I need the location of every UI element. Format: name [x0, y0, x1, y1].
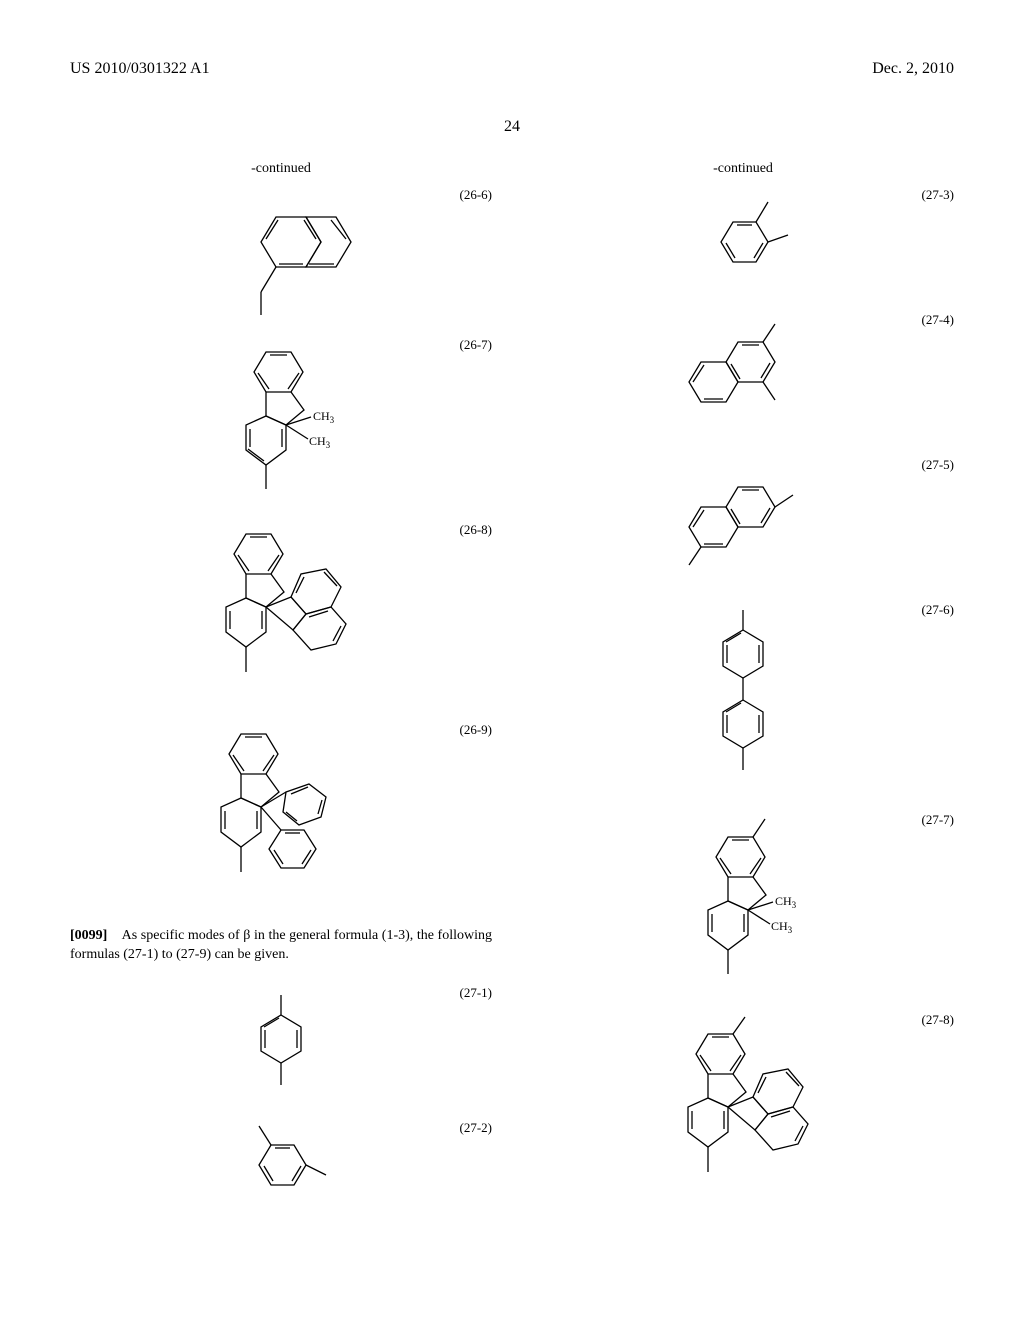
body-paragraph: [0099] As specific modes of β in the gen…	[70, 927, 492, 965]
continued-label: -continued	[532, 161, 954, 177]
structure-label: (27-7)	[922, 812, 955, 828]
structure-27-6: (27-6)	[532, 602, 954, 797]
svg-text:CH3: CH3	[309, 434, 331, 450]
structure-label: (27-8)	[922, 1012, 955, 1028]
chemical-structure-icon	[206, 187, 356, 322]
chemical-structure-icon	[683, 602, 803, 797]
chemical-structure-icon: CH3 CH3	[196, 337, 366, 507]
structure-26-8: (26-8)	[70, 522, 492, 707]
page-number: 24	[70, 118, 954, 136]
chemical-structure-icon: CH3 CH3	[658, 812, 828, 997]
chemical-structure-icon	[181, 722, 381, 902]
structure-label: (27-2)	[460, 1120, 493, 1136]
chemical-structure-icon	[668, 457, 818, 587]
structure-27-3: (27-3)	[532, 187, 954, 297]
continued-label: -continued	[70, 161, 492, 177]
structure-27-1: (27-1)	[70, 985, 492, 1105]
structure-label: (27-1)	[460, 985, 493, 1001]
svg-text:CH3: CH3	[313, 409, 335, 425]
structure-27-2: (27-2)	[70, 1120, 492, 1220]
chemical-structure-icon	[221, 1120, 341, 1220]
svg-text:CH3: CH3	[775, 894, 797, 910]
structure-26-6: (26-6)	[70, 187, 492, 322]
structure-26-9: (26-9)	[70, 722, 492, 902]
svg-text:CH3: CH3	[771, 919, 793, 935]
structure-label: (27-5)	[922, 457, 955, 473]
structure-label: (26-8)	[460, 522, 493, 538]
structure-label: (26-7)	[460, 337, 493, 353]
chemical-structure-icon	[643, 1012, 843, 1212]
publication-number: US 2010/0301322 A1	[70, 60, 210, 78]
paragraph-number: [0099]	[70, 928, 107, 943]
structure-27-8: (27-8)	[532, 1012, 954, 1212]
chemical-structure-icon	[683, 187, 803, 297]
structure-label: (27-6)	[922, 602, 955, 618]
publication-date: Dec. 2, 2010	[872, 60, 954, 78]
structure-label: (26-6)	[460, 187, 493, 203]
structure-27-7: (27-7)	[532, 812, 954, 997]
paragraph-text: As specific modes of β in the general fo…	[70, 928, 492, 962]
left-column: -continued (26-6)	[70, 161, 492, 1235]
structure-27-5: (27-5)	[532, 457, 954, 587]
content-columns: -continued (26-6)	[70, 161, 954, 1235]
right-column: -continued (27-3) (27-4)	[532, 161, 954, 1235]
structure-26-7: (26-7)	[70, 337, 492, 507]
chemical-structure-icon	[181, 522, 381, 707]
structure-27-4: (27-4)	[532, 312, 954, 442]
chemical-structure-icon	[668, 312, 818, 442]
structure-label: (26-9)	[460, 722, 493, 738]
structure-label: (27-4)	[922, 312, 955, 328]
page-header: US 2010/0301322 A1 Dec. 2, 2010	[70, 60, 954, 78]
chemical-structure-icon	[221, 985, 341, 1105]
structure-label: (27-3)	[922, 187, 955, 203]
